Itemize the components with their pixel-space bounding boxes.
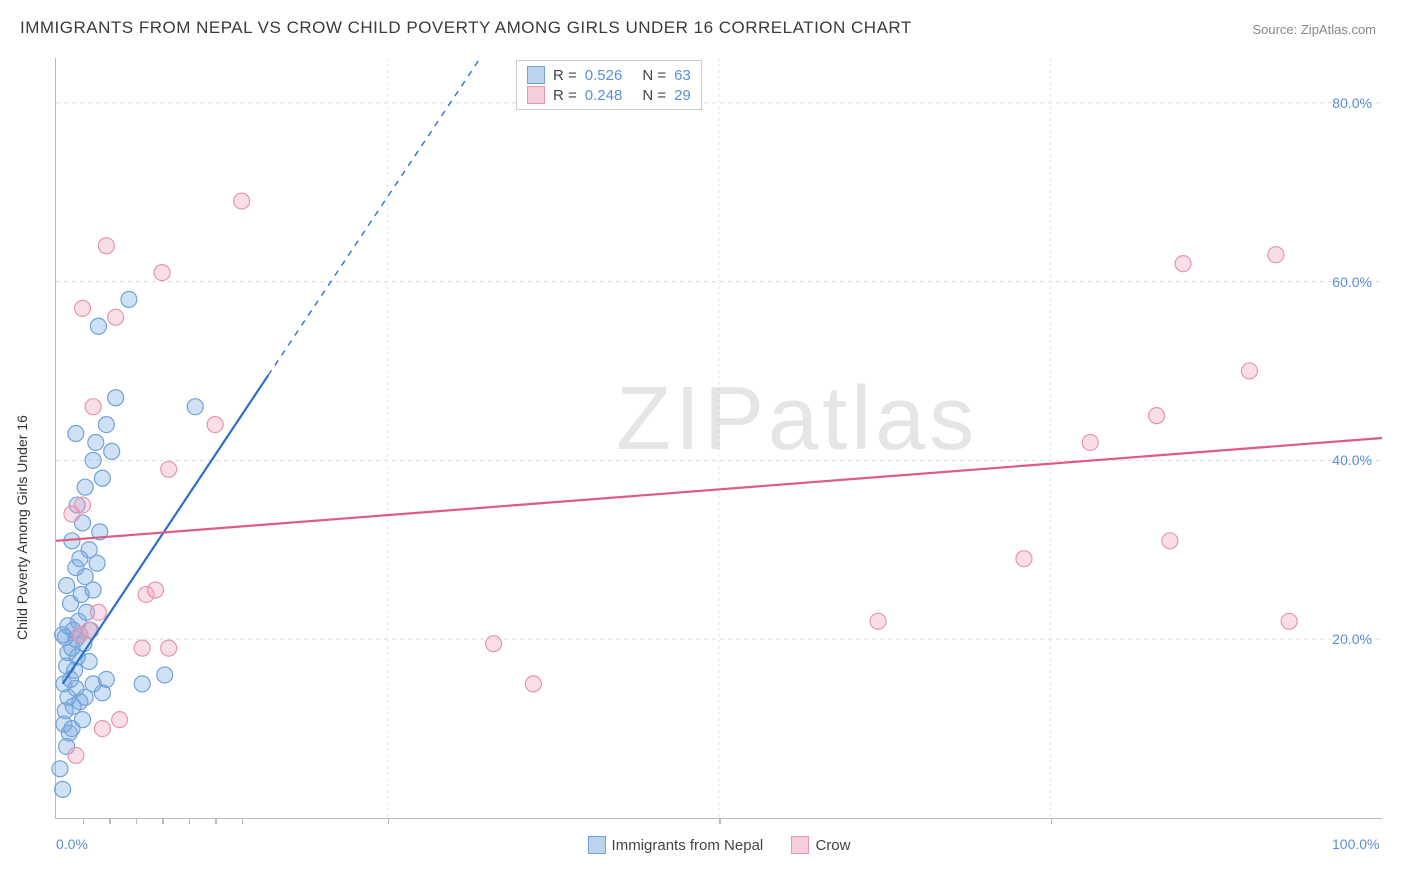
x-tick-label: 100.0% xyxy=(1332,836,1379,852)
chart-svg xyxy=(56,58,1382,818)
legend-swatch-blue xyxy=(527,66,545,84)
legend-swatch-pink xyxy=(791,836,809,854)
r-value-1: 0.526 xyxy=(585,67,623,84)
r-label: R = xyxy=(553,87,577,104)
legend-label: Immigrants from Nepal xyxy=(612,837,764,854)
n-value-2: 29 xyxy=(674,87,691,104)
n-label: N = xyxy=(642,67,666,84)
scatter-plot: ZIPatlas R = 0.526 N = 63 R = 0.248 N = … xyxy=(55,58,1382,819)
x-tick-label: 0.0% xyxy=(56,836,88,852)
y-tick-label: 80.0% xyxy=(1332,95,1372,111)
y-tick-label: 60.0% xyxy=(1332,274,1372,290)
legend-swatch-pink xyxy=(527,86,545,104)
legend-item-crow: Crow xyxy=(791,836,850,854)
y-tick-label: 40.0% xyxy=(1332,452,1372,468)
n-value-1: 63 xyxy=(674,67,691,84)
series-legend: Immigrants from Nepal Crow xyxy=(56,836,1382,858)
legend-row-series1: R = 0.526 N = 63 xyxy=(527,65,691,85)
r-label: R = xyxy=(553,67,577,84)
source-attribution: Source: ZipAtlas.com xyxy=(1252,22,1376,37)
legend-swatch-blue xyxy=(588,836,606,854)
legend-item-nepal: Immigrants from Nepal xyxy=(588,836,764,854)
chart-title: IMMIGRANTS FROM NEPAL VS CROW CHILD POVE… xyxy=(20,18,912,38)
r-value-2: 0.248 xyxy=(585,87,623,104)
legend-row-series2: R = 0.248 N = 29 xyxy=(527,85,691,105)
n-label: N = xyxy=(642,87,666,104)
y-tick-label: 20.0% xyxy=(1332,631,1372,647)
legend-label: Crow xyxy=(815,837,850,854)
correlation-legend: R = 0.526 N = 63 R = 0.248 N = 29 xyxy=(516,60,702,110)
y-axis-label: Child Poverty Among Girls Under 16 xyxy=(14,415,30,640)
